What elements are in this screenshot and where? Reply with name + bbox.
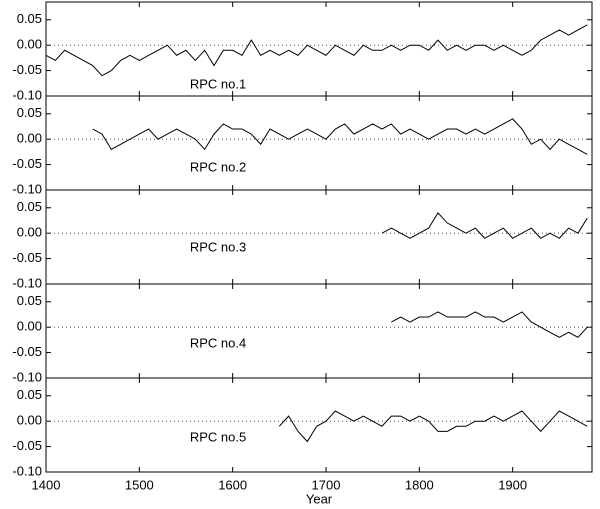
y-tick-label: 0.05 (17, 293, 42, 308)
panel-frame (45, 283, 593, 379)
panel-label: RPC no.5 (190, 429, 246, 444)
panel-label: RPC no.1 (190, 76, 246, 91)
series-line (45, 24, 588, 77)
series-line (92, 118, 588, 155)
panel-frame (45, 189, 593, 285)
panel-label: RPC no.3 (190, 239, 246, 254)
y-tick-label: -0.10 (12, 87, 42, 102)
panel-label: RPC no.2 (190, 159, 246, 174)
panel-frame (45, 377, 593, 473)
x-tick-label: 1600 (218, 477, 247, 492)
y-tick-label: 0.00 (17, 413, 42, 428)
y-tick-label: 0.00 (17, 131, 42, 146)
x-tick-label: 1700 (312, 477, 341, 492)
y-tick-label: 0.05 (17, 199, 42, 214)
y-tick-label: -0.10 (12, 275, 42, 290)
x-tick-label: 1500 (125, 477, 154, 492)
y-tick-label: -0.05 (12, 438, 42, 453)
y-tick-label: -0.10 (12, 181, 42, 196)
y-tick-label: 0.00 (17, 319, 42, 334)
series-line (381, 212, 588, 239)
y-tick-label: 0.05 (17, 11, 42, 26)
y-tick-label: 0.00 (17, 225, 42, 240)
y-tick-label: -0.05 (12, 156, 42, 171)
x-tick-label: 1900 (498, 477, 527, 492)
y-tick-label: -0.05 (12, 62, 42, 77)
y-tick-label: 0.05 (17, 387, 42, 402)
panel-label: RPC no.4 (190, 335, 246, 350)
x-tick-label: 1400 (32, 477, 61, 492)
y-tick-label: 0.05 (17, 105, 42, 120)
y-tick-label: -0.05 (12, 344, 42, 359)
y-tick-label: 0.00 (17, 37, 42, 52)
series-line (391, 311, 588, 338)
y-tick-label: -0.10 (12, 369, 42, 384)
y-tick-label: -0.10 (12, 463, 42, 478)
y-tick-label: -0.05 (12, 250, 42, 265)
series-line (278, 410, 588, 443)
x-axis-label: Year (306, 491, 333, 506)
x-tick-label: 1800 (405, 477, 434, 492)
panel-frame (45, 95, 593, 191)
